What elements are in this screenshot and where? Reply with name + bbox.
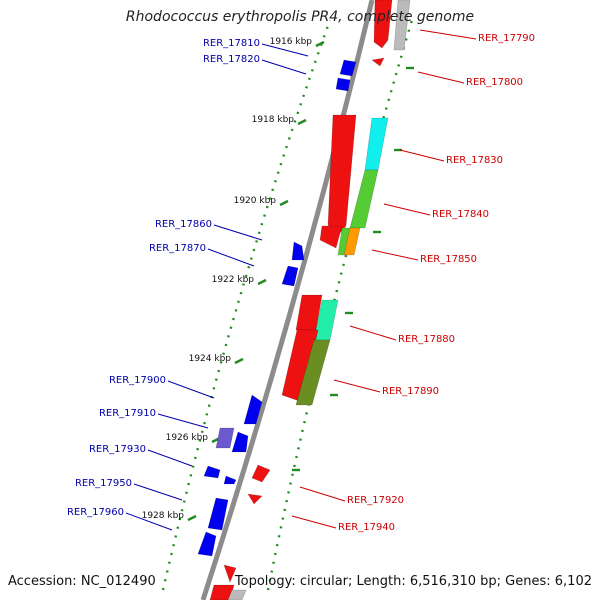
plus-gene-leader <box>213 224 263 241</box>
plus-gene-leader <box>133 483 183 501</box>
plus-gene-leader <box>125 512 173 531</box>
gene-feature <box>343 227 361 256</box>
gene-feature <box>223 475 237 485</box>
map-title: Rhodococcus erythropolis PR4, complete g… <box>125 9 475 25</box>
gene-feature <box>243 394 263 425</box>
minus-gene-leader <box>419 29 477 40</box>
minus-gene-leader <box>333 379 381 393</box>
scale-label: 1920 kbp <box>234 196 277 206</box>
gene-feature <box>319 225 343 249</box>
minus-gene-leader <box>383 203 431 216</box>
plus-gene-leader <box>157 413 209 429</box>
gene-feature <box>327 114 357 236</box>
scale-label: 1926 kbp <box>166 433 209 443</box>
gene-feature <box>207 497 229 531</box>
scale-label: 1922 kbp <box>212 275 255 285</box>
gene-feature <box>247 493 263 505</box>
minus-gene-label: RER_17840 <box>432 209 489 220</box>
scale-tick <box>315 40 325 48</box>
minus-gene-label: RER_17920 <box>347 495 404 506</box>
plus-gene-label: RER_17930 <box>89 444 146 455</box>
scale-label: 1928 kbp <box>142 511 185 521</box>
plus-gene-leader <box>261 59 307 75</box>
gene-feature <box>295 339 331 406</box>
plus-gene-label: RER_17960 <box>67 507 124 518</box>
gene-feature <box>227 589 247 600</box>
gene-feature <box>209 584 235 600</box>
minus-gene-label: RER_17790 <box>478 33 535 44</box>
minus-gene-label: RER_17940 <box>338 522 395 533</box>
gene-feature <box>364 117 389 171</box>
scale-tick <box>297 118 307 126</box>
topology-text: Topology: circular; Length: 6,516,310 bp… <box>234 574 592 589</box>
plus-gene-label: RER_17860 <box>155 219 212 230</box>
scale-tick <box>234 357 244 365</box>
scale-tick <box>257 278 267 286</box>
minus-gene-label: RER_17830 <box>446 155 503 166</box>
minus-gene-label: RER_17880 <box>398 334 455 345</box>
scale-label: 1916 kbp <box>270 37 313 47</box>
plus-gene-label: RER_17950 <box>75 478 132 489</box>
scale-tick <box>187 514 197 522</box>
plus-gene-label: RER_17900 <box>109 375 166 386</box>
gene-feature <box>371 57 385 67</box>
plus-gene-label: RER_17910 <box>99 408 156 419</box>
accession-text: Accession: NC_012490 <box>8 574 156 589</box>
gene-feature <box>335 77 351 92</box>
minus-gene-label: RER_17800 <box>466 77 523 88</box>
gene-feature <box>231 431 249 453</box>
plus-gene-label: RER_17870 <box>149 243 206 254</box>
gene-feature <box>251 464 271 483</box>
minus-gene-leader <box>349 325 397 341</box>
scale-track <box>161 19 332 591</box>
plus-gene-leader <box>261 43 309 57</box>
scale-tick <box>279 199 289 207</box>
minus-gene-leader <box>399 149 445 162</box>
gene-feature <box>291 241 305 261</box>
plus-gene-label: RER_17810 <box>203 38 260 49</box>
gene-feature <box>203 465 221 479</box>
gene-feature <box>393 0 411 51</box>
gene-feature <box>339 59 357 77</box>
plus-gene-leader <box>167 380 215 399</box>
gene-feature <box>373 0 393 49</box>
minus-gene-leader <box>417 71 465 84</box>
genome-backbone <box>200 0 375 600</box>
minus-gene-leader <box>299 486 346 502</box>
plus-gene-leader <box>207 248 255 267</box>
scale-label: 1924 kbp <box>189 354 232 364</box>
scale-label: 1918 kbp <box>252 115 295 125</box>
gene-feature <box>349 169 379 229</box>
plus-gene-leader <box>147 449 193 467</box>
gene-feature <box>215 427 235 449</box>
minus-gene-leader <box>291 515 337 529</box>
plus-gene-label: RER_17820 <box>203 54 260 65</box>
minus-gene-label: RER_17850 <box>420 254 477 265</box>
gene-feature <box>281 265 299 287</box>
minus-gene-label: RER_17890 <box>382 386 439 397</box>
minus-gene-leader <box>371 249 419 261</box>
gene-feature <box>223 564 237 583</box>
gene-feature <box>197 531 217 557</box>
